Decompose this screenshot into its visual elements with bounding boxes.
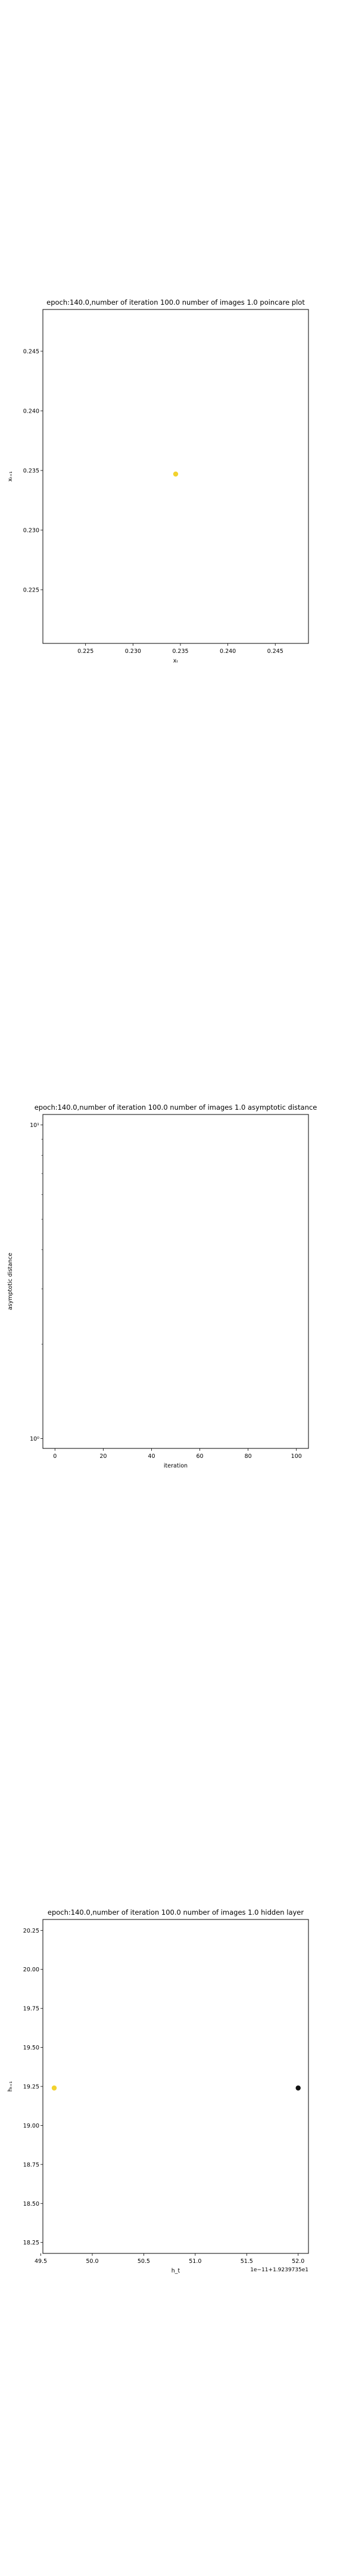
x-tick-label: 0.245	[267, 648, 283, 655]
chart-title: epoch:140.0,number of iteration 100.0 nu…	[35, 1103, 317, 1111]
y-tick-label: 18.75	[23, 2162, 39, 2168]
x-tick-label: 51.0	[189, 2258, 201, 2265]
y-tick-label: 20.25	[23, 1928, 39, 1934]
y-tick-label: 0.225	[23, 587, 39, 594]
y-tick-label: 19.25	[23, 2084, 39, 2091]
x-axis-label: xₜ	[173, 658, 179, 664]
y-tick-label: 20.00	[23, 1967, 39, 1973]
x-tick-label: 80	[245, 1453, 252, 1460]
y-tick-label: 18.50	[23, 2201, 39, 2207]
y-axis-label: hₜ₊₁	[7, 2081, 14, 2092]
y-tick-label: 0.235	[23, 468, 39, 475]
x-tick-label: 20	[99, 1453, 107, 1460]
data-point	[295, 2085, 301, 2091]
x-tick-label: 0	[53, 1453, 57, 1460]
chart-3: epoch:140.0,number of iteration 100.0 nu…	[7, 1908, 309, 2274]
y-axis-label: asymptotic distance	[7, 1253, 14, 1310]
x-tick-label: 100	[291, 1453, 302, 1460]
x-axis-label: h_t	[172, 2268, 180, 2274]
chart-1: epoch:140.0,number of iteration 100.0 nu…	[7, 298, 309, 664]
y-tick-label: 19.75	[23, 2006, 39, 2012]
data-point	[51, 2085, 57, 2091]
chart-title: epoch:140.0,number of iteration 100.0 nu…	[48, 1908, 304, 1916]
x-tick-label: 0.235	[172, 648, 188, 655]
x-tick-label: 49.5	[35, 2258, 47, 2265]
y-tick-label: 0.240	[23, 408, 39, 415]
y-tick-label: 10¹	[30, 1122, 39, 1129]
y-tick-label: 0.245	[23, 349, 39, 355]
x-tick-label: 60	[196, 1453, 203, 1460]
x-axis-label: iteration	[164, 1463, 188, 1469]
y-tick-label: 18.25	[23, 2240, 39, 2246]
x-tick-label: 0.230	[125, 648, 141, 655]
data-point	[173, 471, 179, 477]
axes-frame	[42, 1919, 309, 2254]
x-tick-label: 0.240	[220, 648, 236, 655]
x-tick-label: 50.5	[138, 2258, 150, 2265]
x-tick-label: 50.0	[86, 2258, 98, 2265]
x-tick-label: 40	[148, 1453, 155, 1460]
x-offset-text: 1e−11+1.9239735e1	[250, 2267, 308, 2273]
chart-2: epoch:140.0,number of iteration 100.0 nu…	[7, 1103, 317, 1469]
y-tick-label: 19.00	[23, 2123, 39, 2129]
y-tick-label: 19.50	[23, 2045, 39, 2051]
x-tick-label: 51.5	[241, 2258, 253, 2265]
y-axis-label: xₜ₊₁	[7, 471, 14, 481]
y-tick-label: 10⁰	[30, 1436, 39, 1442]
chart-title: epoch:140.0,number of iteration 100.0 nu…	[46, 298, 305, 306]
axes-frame	[42, 309, 309, 644]
axes-frame	[42, 1114, 309, 1449]
y-tick-label: 0.230	[23, 528, 39, 534]
x-tick-label: 0.225	[77, 648, 93, 655]
x-tick-label: 52.0	[292, 2258, 304, 2265]
